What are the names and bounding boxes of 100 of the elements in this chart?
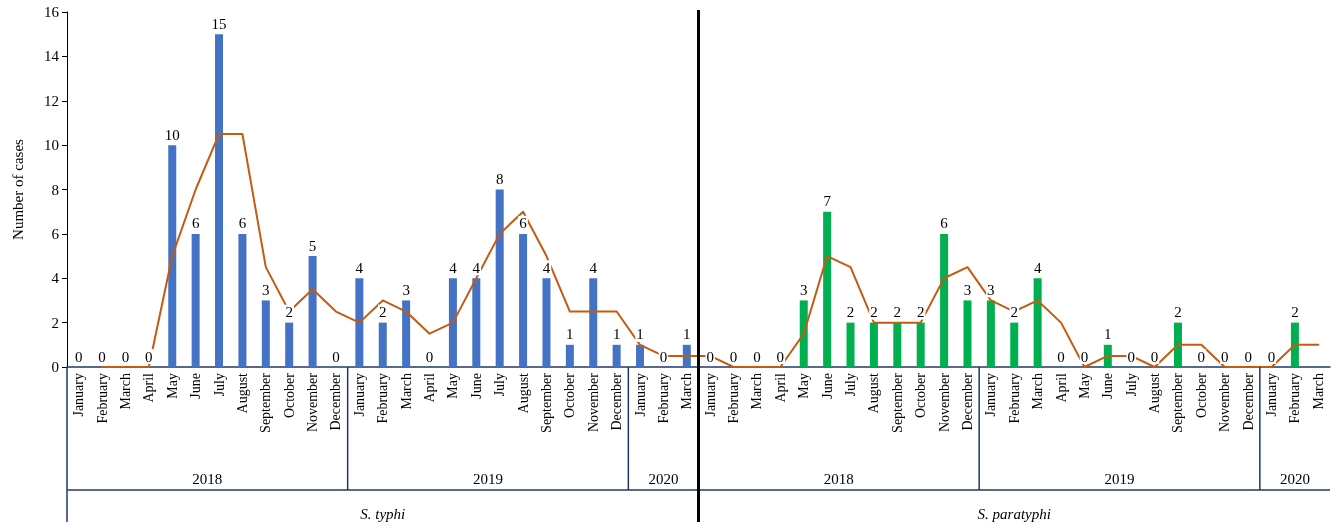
x-tick-label: June xyxy=(819,373,835,399)
x-tick-label: August xyxy=(515,372,531,414)
y-tick-label: 6 xyxy=(51,225,60,242)
bar xyxy=(238,233,247,367)
data-label: 2 xyxy=(1174,304,1182,321)
x-tick-label: July xyxy=(211,373,227,397)
y-tick-label: 0 xyxy=(51,359,59,375)
data-label: 6 xyxy=(191,215,200,232)
text: S. typhi xyxy=(360,506,406,522)
x-tick-label: October xyxy=(913,372,929,419)
x-tick-label: September xyxy=(538,372,554,433)
bar xyxy=(285,322,294,367)
data-label: 0 xyxy=(776,348,785,365)
x-tick-label: September xyxy=(889,372,905,433)
x-tick-label: August xyxy=(1147,372,1163,414)
data-label: 5 xyxy=(308,237,317,254)
data-label: 2 xyxy=(916,304,925,321)
data-label: 3 xyxy=(987,281,995,298)
data-label: 1 xyxy=(566,326,574,343)
x-tick-label: September xyxy=(1170,372,1186,433)
bar xyxy=(589,278,598,367)
bar xyxy=(682,344,691,367)
x-tick-label: November xyxy=(936,372,952,433)
x-tick-label: December xyxy=(959,372,975,431)
y-tick-label: 8 xyxy=(51,181,59,198)
bar xyxy=(1290,322,1299,367)
x-tick-label: October xyxy=(562,372,578,419)
data-label: 0 xyxy=(98,348,106,365)
bar xyxy=(940,233,949,367)
data-label: 0 xyxy=(332,348,340,365)
x-tick-label: May xyxy=(445,373,461,399)
data-label: 0 xyxy=(1267,348,1276,365)
y-axis-title: Number of cases xyxy=(9,138,26,240)
text: 2018 xyxy=(192,471,223,487)
data-label: 6 xyxy=(519,215,528,232)
data-label: 10 xyxy=(164,126,180,143)
y-tick-label: 12 xyxy=(44,92,59,109)
data-label: 0 xyxy=(145,348,153,365)
data-label: 0 xyxy=(659,348,668,365)
data-label: 0 xyxy=(1080,348,1089,365)
x-tick-label: November xyxy=(305,372,321,433)
x-tick-label: January xyxy=(71,373,87,417)
data-label: 4 xyxy=(589,259,598,276)
data-label: 3 xyxy=(800,281,808,298)
bar xyxy=(261,300,270,367)
bar xyxy=(799,300,808,367)
bar xyxy=(519,233,528,367)
data-label: 0 xyxy=(1057,348,1065,365)
x-tick-label: August xyxy=(866,372,882,414)
x-tick-label: January xyxy=(702,373,718,417)
bar xyxy=(846,322,855,367)
x-tick-label: December xyxy=(609,372,625,431)
x-tick-label: January xyxy=(351,373,367,417)
bar xyxy=(215,34,224,367)
x-tick-label: November xyxy=(1217,372,1233,433)
data-label: 0 xyxy=(425,348,434,365)
bar xyxy=(355,278,364,367)
x-tick-label: February xyxy=(655,373,671,424)
data-label: 2 xyxy=(870,304,878,321)
data-label: 0 xyxy=(121,348,130,365)
data-label: 4 xyxy=(542,259,551,276)
data-label: 0 xyxy=(1244,348,1252,365)
text: 2020 xyxy=(1279,471,1310,487)
data-label: 2 xyxy=(1010,304,1018,321)
x-tick-label: June xyxy=(188,373,204,399)
x-tick-label: March xyxy=(1310,373,1326,410)
bar xyxy=(612,344,621,367)
data-label: 1 xyxy=(683,326,691,343)
data-label: 4 xyxy=(472,259,481,276)
x-tick-label: June xyxy=(468,373,484,399)
bar xyxy=(869,322,878,367)
x-tick-label: March xyxy=(117,373,133,410)
x-tick-label: January xyxy=(1264,373,1280,417)
bar xyxy=(495,189,504,367)
data-label: 8 xyxy=(495,171,504,187)
data-label: 0 xyxy=(706,348,714,365)
x-tick-label: March xyxy=(749,373,765,410)
x-tick-label: April xyxy=(422,372,438,403)
bar xyxy=(636,344,645,367)
x-tick-label: July xyxy=(843,373,859,397)
x-tick-label: March xyxy=(398,373,414,410)
data-label: 2 xyxy=(379,304,387,321)
bar xyxy=(402,300,411,367)
bar xyxy=(168,145,177,367)
bar xyxy=(1173,322,1182,367)
data-label: 0 xyxy=(74,348,83,365)
x-tick-label: April xyxy=(772,372,788,403)
y-tick-label: 10 xyxy=(44,137,59,154)
x-tick-label: February xyxy=(726,373,742,424)
x-tick-label: January xyxy=(632,373,648,417)
text: 2019 xyxy=(1104,471,1135,487)
data-label: 2 xyxy=(285,304,293,321)
bar xyxy=(565,344,574,367)
x-tick-label: July xyxy=(1123,373,1139,397)
data-label: 3 xyxy=(963,281,972,298)
data-label: 3 xyxy=(262,281,270,298)
x-tick-label: May xyxy=(796,373,812,399)
data-label: 1 xyxy=(612,326,621,343)
data-label: 1 xyxy=(636,326,644,343)
x-tick-label: March xyxy=(679,373,695,410)
